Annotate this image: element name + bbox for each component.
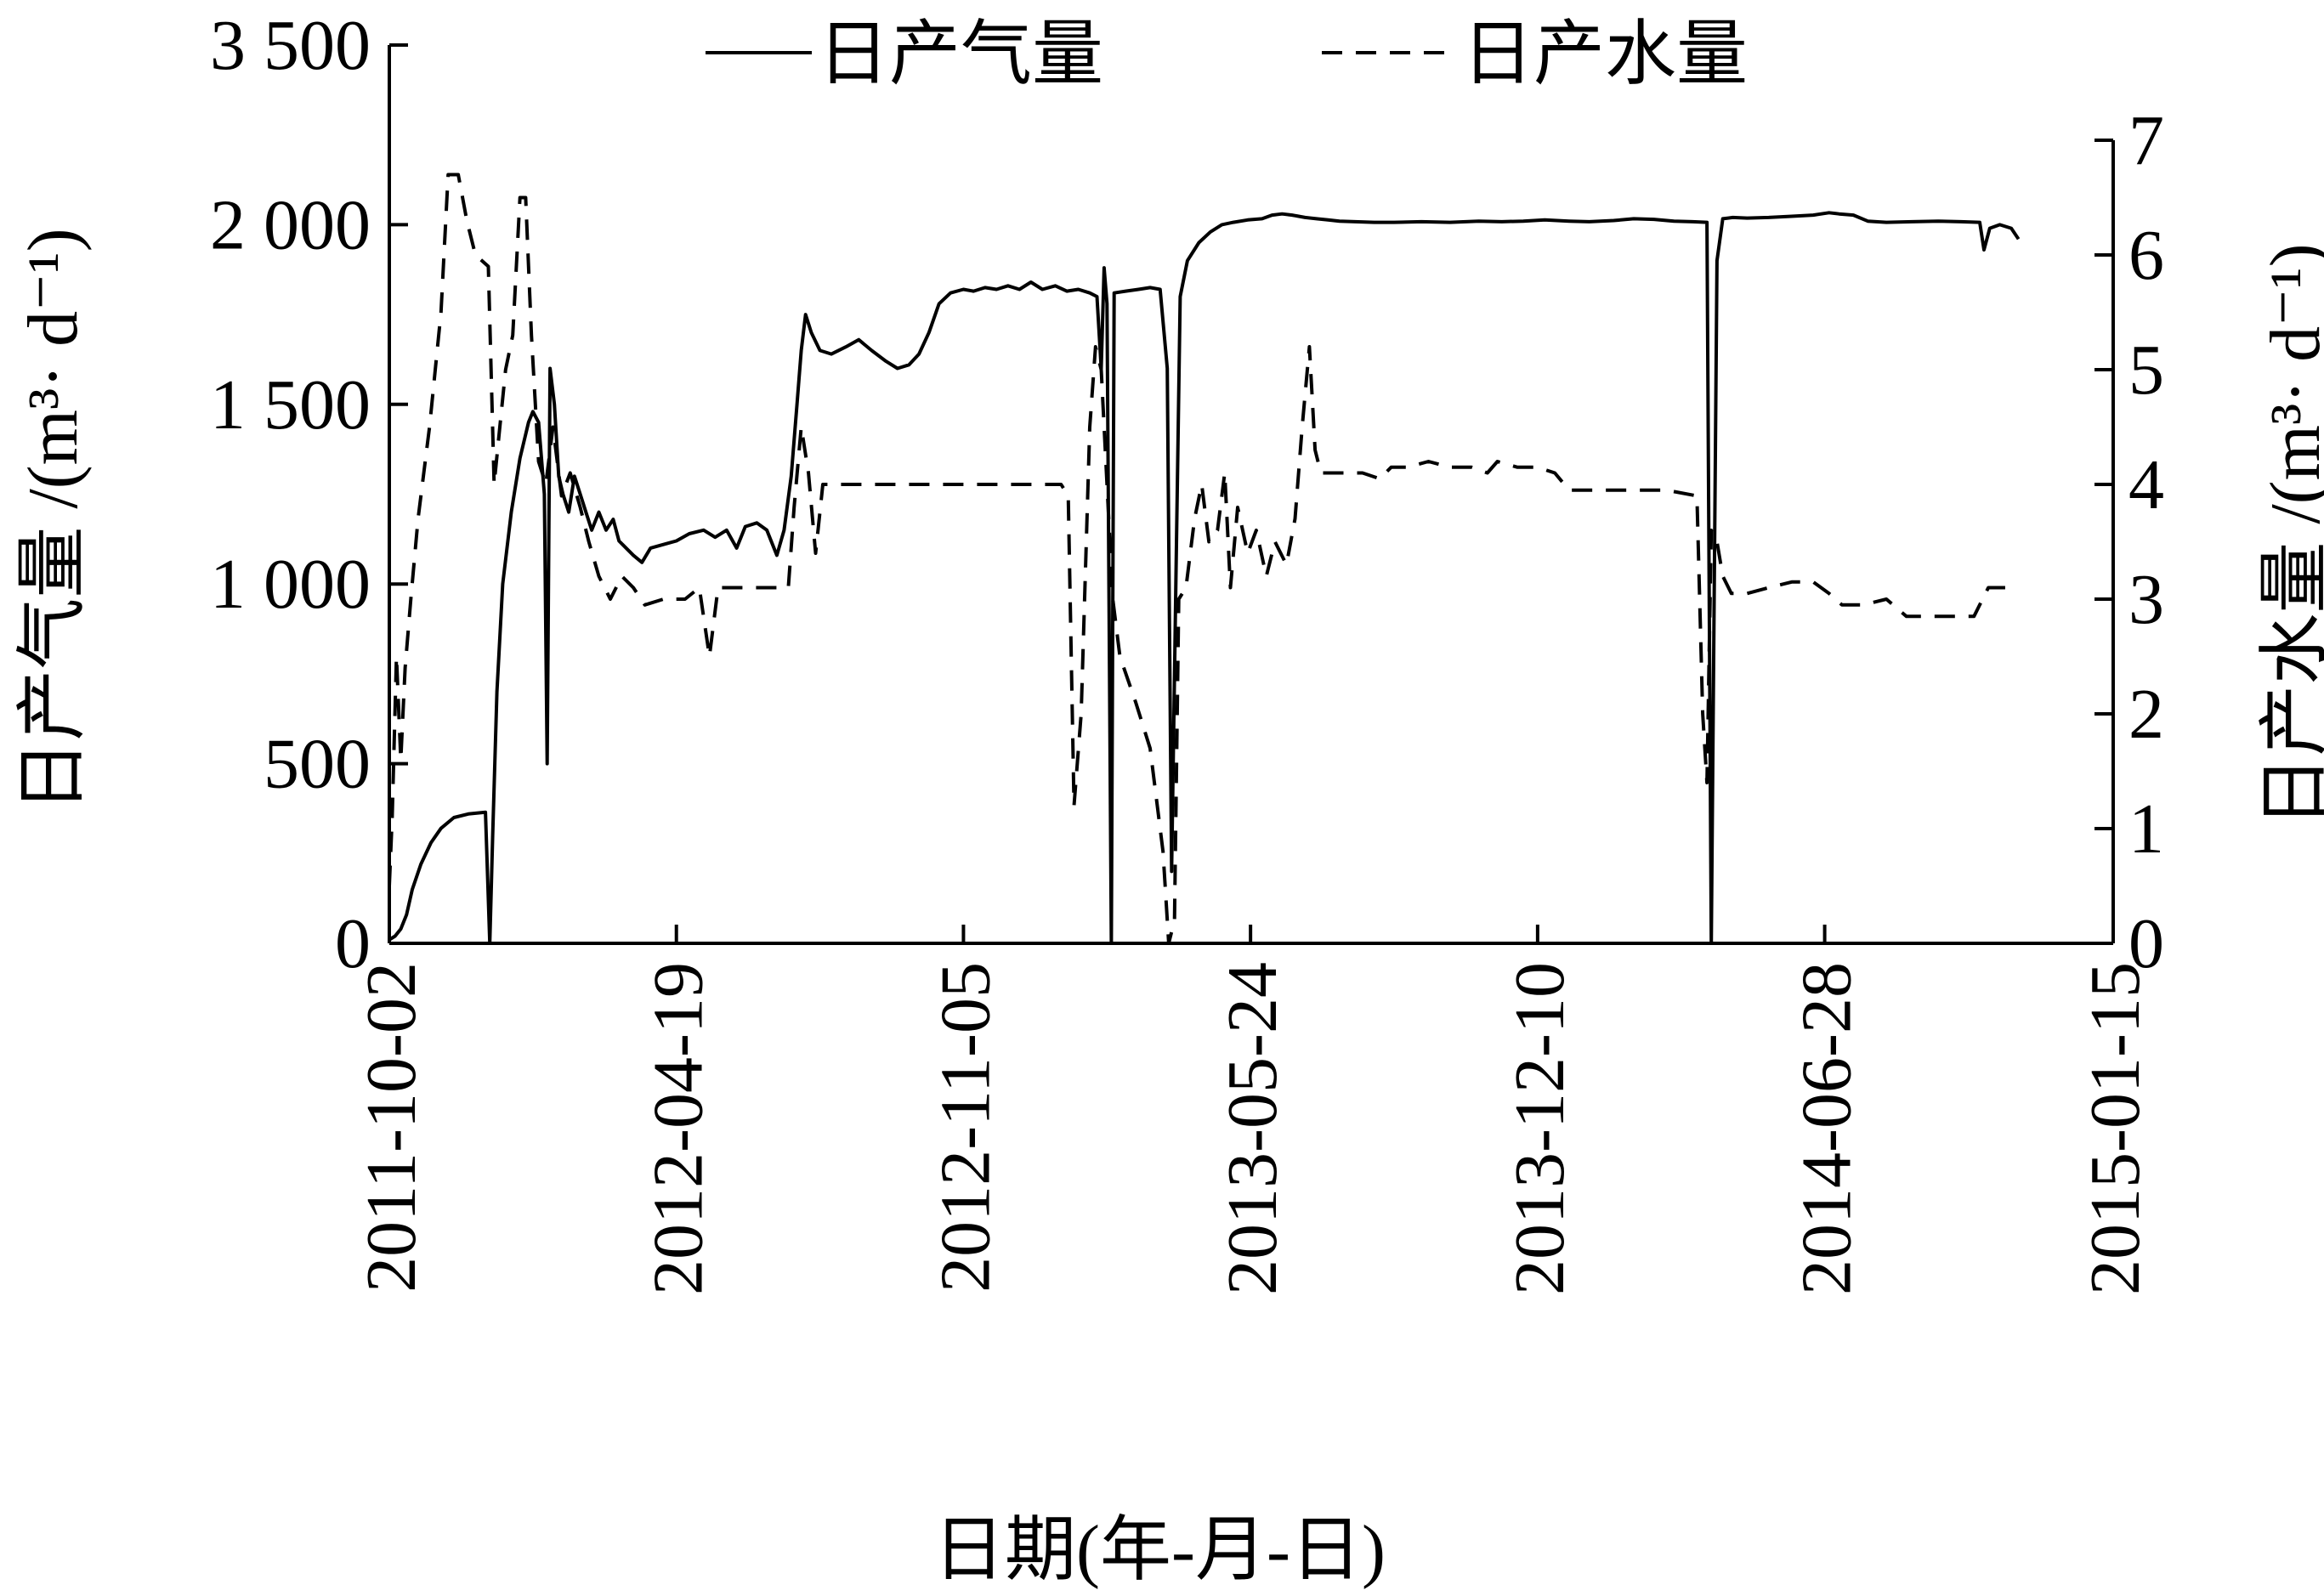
- y-left-tick-label: 500: [264, 725, 371, 804]
- x-tick-label: 2013-12-10: [1500, 962, 1579, 1295]
- y-right-tick-label: 4: [2128, 445, 2164, 524]
- x-tick-label: 2012-04-19: [639, 962, 718, 1295]
- y-right-tick-label: 3: [2128, 560, 2164, 639]
- y-left-tick-label: 1 000: [210, 545, 371, 624]
- series-line-gas: [388, 211, 2021, 945]
- x-tick-label: 2011-10-02: [352, 962, 431, 1293]
- y-left-axis-title: 日产气量 /(m³· d⁻¹): [14, 228, 93, 812]
- x-axis-title: 日期(年-月-日): [933, 1511, 1386, 1590]
- x-tick-label: 2013-05-24: [1213, 962, 1292, 1295]
- y-right-tick-label: 1: [2128, 790, 2164, 869]
- axes: 0 500 1 000 1 500 2 000 3 500 0 1 2 3 4 5 6 7 2011-10-…: [210, 6, 2164, 1295]
- y-left-tick-label: 3 500: [210, 6, 371, 85]
- y-right-tick-label: 5: [2128, 331, 2164, 410]
- y-right-tick-label: 7: [2128, 101, 2164, 180]
- y-left-tick-label: 1 500: [210, 365, 371, 444]
- series-line-water: [388, 173, 2019, 945]
- y-right-axis-title: 日产水量 /(m³· d⁻¹): [2256, 243, 2324, 827]
- y-left-tick-label: 0: [335, 904, 371, 983]
- y-right-tick-label: 2: [2128, 675, 2164, 754]
- x-tick-label: 2014-06-28: [1788, 962, 1867, 1295]
- x-tick-label: 2015-01-15: [2076, 962, 2155, 1295]
- y-right-tick-label: 0: [2128, 904, 2164, 983]
- y-right-tick-label: 6: [2128, 216, 2164, 295]
- legend-label-water: 日产水量: [1462, 15, 1748, 94]
- series: [388, 173, 2021, 945]
- legend: 日产气量 日产水量: [706, 15, 1748, 94]
- x-tick-label: 2012-11-05: [926, 962, 1005, 1293]
- y-left-tick-label: 2 000: [210, 185, 371, 264]
- legend-label-gas: 日产气量: [818, 15, 1103, 94]
